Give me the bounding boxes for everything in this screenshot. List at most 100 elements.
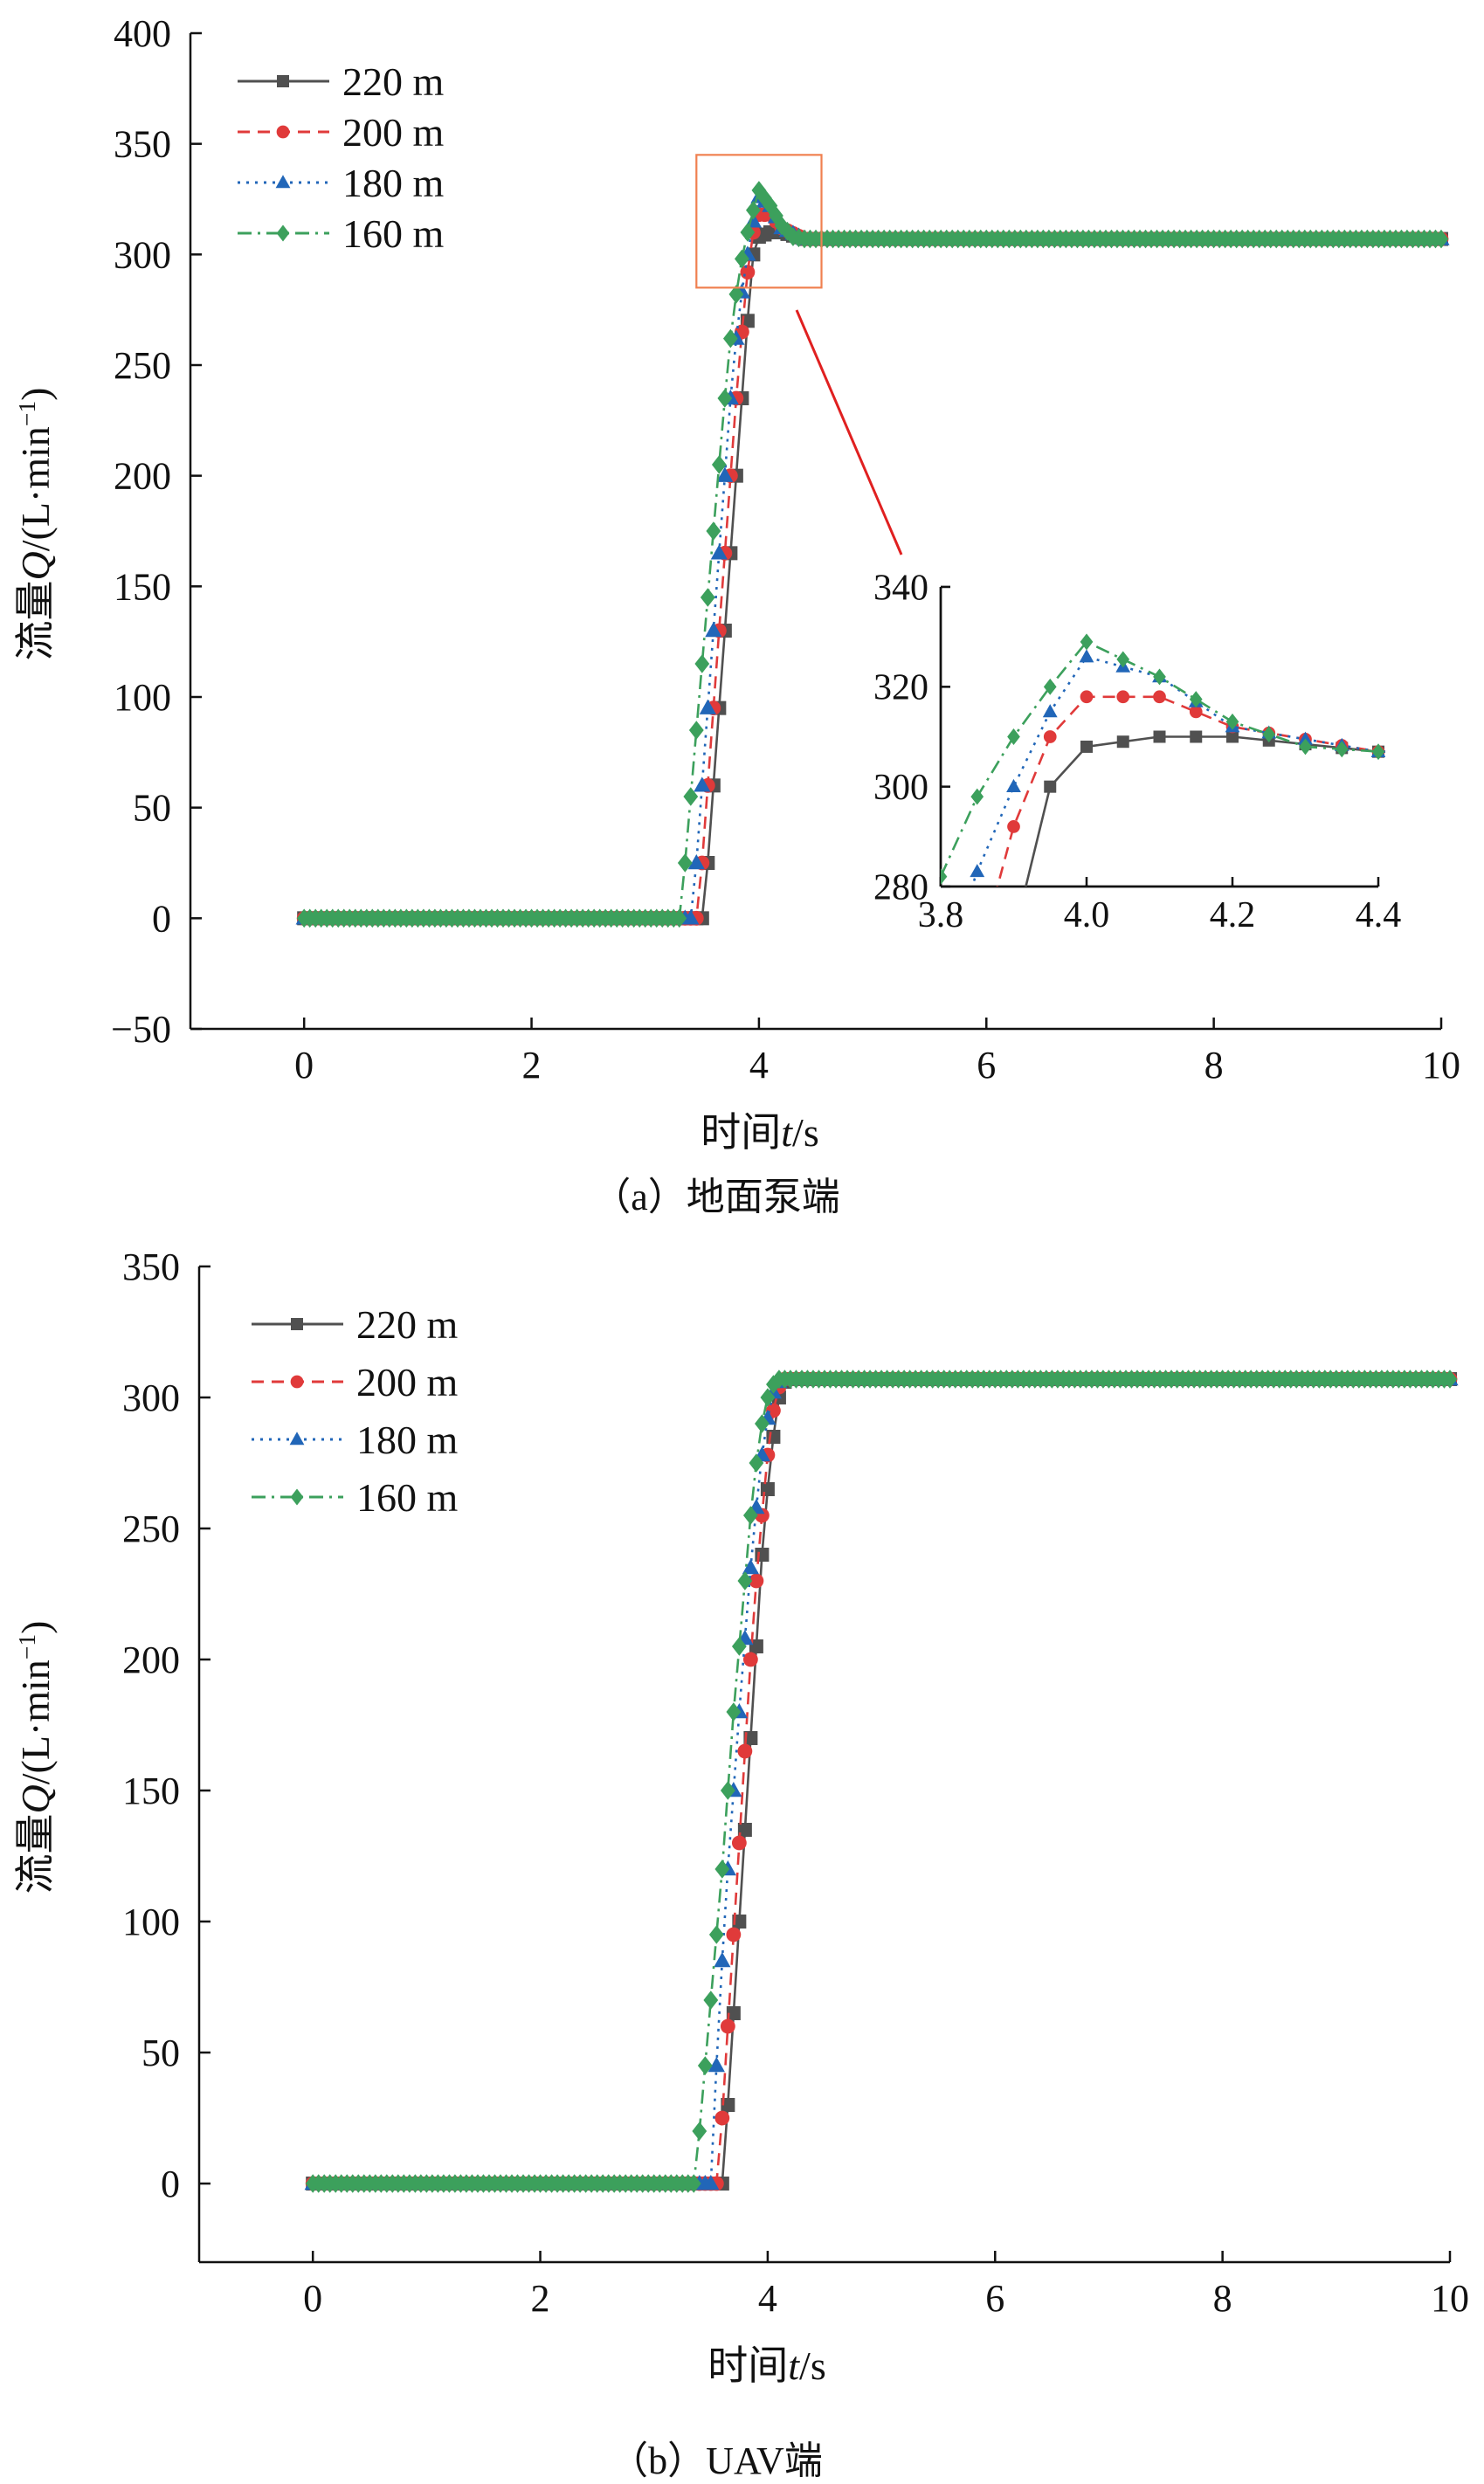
x-tick-label: 2	[522, 1044, 542, 1087]
x-tick-label: 4.4	[1356, 895, 1402, 935]
series-220-m	[306, 1372, 1457, 2191]
y-tick-label: 100	[122, 1901, 180, 1943]
y-tick-label: 280	[873, 867, 928, 907]
data-point	[705, 622, 722, 638]
data-point	[722, 328, 738, 348]
data-point	[697, 2056, 713, 2075]
y-axis-label-unit: /(L·min	[13, 426, 58, 551]
data-point	[734, 249, 749, 269]
inset-data-point	[1080, 740, 1093, 753]
y-tick-label: −50	[111, 1008, 171, 1051]
series-line	[313, 1377, 1450, 2185]
legend-marker	[277, 75, 289, 87]
data-point	[742, 1652, 758, 1667]
legend-marker	[289, 1432, 305, 1446]
data-point	[714, 2110, 730, 2126]
inset-data-point	[1006, 778, 1021, 792]
legend-entry: 180 m	[238, 161, 445, 205]
inset-data-point	[1190, 730, 1203, 743]
y-tick-label: 340	[873, 568, 928, 608]
inset-data-point	[1116, 690, 1130, 704]
x-tick-label: 10	[1431, 2277, 1469, 2320]
inset-data-point	[1189, 705, 1203, 719]
inset-data-point	[1153, 690, 1166, 704]
legend-label: 160 m	[356, 1475, 459, 1520]
y-axis-label-prefix: 流量	[13, 581, 58, 661]
inset-data-point	[1298, 731, 1313, 745]
y-axis-label-close: )	[13, 1621, 58, 1634]
x-tick-label: 0	[294, 1044, 314, 1087]
zoom-pointer-line	[795, 309, 903, 555]
legend-marker	[276, 125, 290, 139]
inset-chart: 3.84.04.24.42803003203403.84.04.24.42803…	[873, 568, 1402, 935]
inset-data-point	[1189, 691, 1203, 708]
y-tick-label: 50	[133, 787, 171, 830]
inset-data-point	[1042, 704, 1058, 718]
y-tick-label: 100	[114, 676, 171, 719]
panel-b-caption: （b）UAV端	[610, 2439, 823, 2482]
y-tick-label: 150	[114, 565, 171, 608]
legend-label: 200 m	[356, 1360, 459, 1404]
inset-data-point	[1043, 678, 1057, 695]
data-point	[755, 1414, 770, 1433]
data-point	[726, 2006, 741, 2020]
data-point	[706, 521, 721, 541]
inset-series-line	[941, 640, 1385, 880]
data-point	[683, 787, 699, 806]
series-200-m	[305, 1371, 1458, 2191]
x-tick-label: 6	[977, 1044, 996, 1087]
data-point	[702, 2175, 720, 2191]
inset-series-180-m	[970, 649, 1385, 887]
inset-data-point	[1080, 633, 1094, 651]
legend-entry: 160 m	[252, 1475, 459, 1520]
data-point	[717, 389, 733, 408]
inset-data-point	[970, 864, 985, 878]
inset-data-point	[1043, 730, 1057, 743]
legend-label: 220 m	[342, 59, 445, 104]
y-tick-label: 300	[122, 1377, 180, 1419]
panel-a-caption: （a）地面泵端	[592, 1176, 840, 1218]
data-point	[743, 1731, 758, 1745]
inset-data-point	[1007, 728, 1020, 745]
data-point	[737, 1571, 753, 1590]
data-point	[716, 466, 734, 482]
y-axis-label-var: Q	[13, 1784, 58, 1813]
legend-label: 220 m	[356, 1302, 459, 1347]
x-axis-label-var: t	[788, 2343, 800, 2388]
inset-series-160-m	[941, 633, 1385, 886]
x-axis-label-var: t	[781, 1110, 793, 1155]
series-line	[313, 1377, 1450, 2185]
data-point	[688, 721, 704, 740]
data-point	[721, 2098, 735, 2112]
data-point	[728, 285, 744, 304]
inset-data-point	[1225, 713, 1239, 730]
legend-label: 160 m	[342, 211, 445, 256]
inset-data-point	[1153, 668, 1166, 686]
y-tick-label: 300	[873, 768, 928, 808]
legend-entry: 200 m	[252, 1360, 459, 1404]
series-line	[313, 1377, 1450, 2185]
data-point	[710, 544, 728, 560]
data-point	[720, 1781, 735, 1800]
data-point	[714, 1952, 731, 1968]
y-axis-label-close: )	[13, 388, 58, 401]
x-tick-label: 4.2	[1210, 895, 1256, 935]
x-tick-label: 8	[1213, 2277, 1232, 2320]
y-axis-label-exp: −1	[13, 401, 40, 426]
x-tick-label: 3.8	[918, 895, 964, 935]
data-point	[731, 1637, 747, 1656]
legend-label: 180 m	[342, 161, 445, 205]
data-point	[694, 776, 711, 792]
inset-data-point	[1226, 730, 1239, 743]
inset-series-line	[996, 695, 1385, 887]
inset-data-point	[941, 868, 948, 886]
legend-marker	[290, 1488, 304, 1506]
y-tick-label: 200	[122, 1639, 180, 1681]
series-line	[313, 1377, 1450, 2185]
y-tick-label: 350	[122, 1245, 180, 1288]
data-point	[714, 1860, 730, 1879]
x-axis-label: 时间t/s	[701, 1110, 818, 1155]
legend-entry: 200 m	[238, 110, 445, 155]
